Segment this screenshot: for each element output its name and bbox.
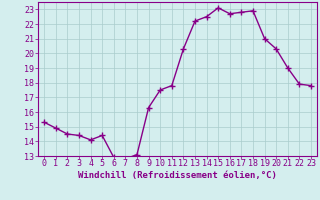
X-axis label: Windchill (Refroidissement éolien,°C): Windchill (Refroidissement éolien,°C) [78,171,277,180]
